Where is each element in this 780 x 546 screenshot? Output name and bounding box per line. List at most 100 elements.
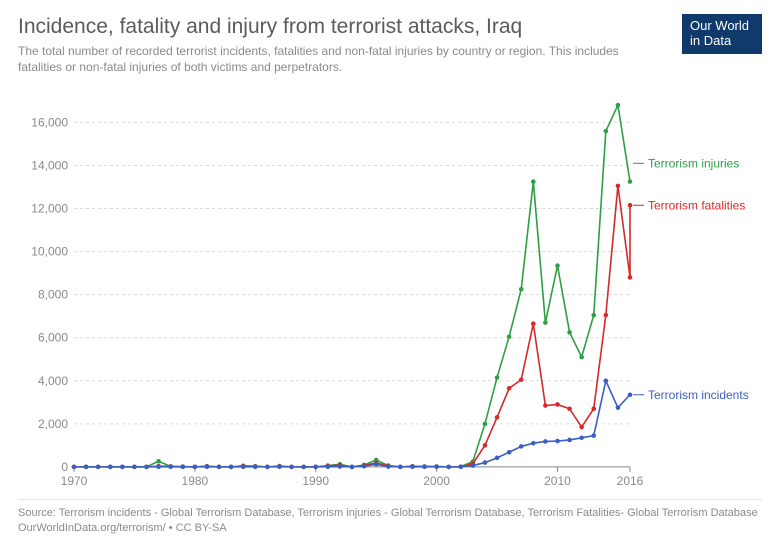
series-point xyxy=(531,321,536,326)
series-point xyxy=(483,443,488,448)
series-point xyxy=(156,464,161,469)
source-text: Source: Terrorism incidents - Global Ter… xyxy=(18,506,762,521)
series-point xyxy=(471,463,476,468)
series-point xyxy=(132,464,137,469)
series-point xyxy=(362,463,367,468)
series-point xyxy=(72,464,77,469)
series-point xyxy=(567,330,572,335)
series-point xyxy=(193,464,198,469)
series-point xyxy=(604,378,609,383)
series-point xyxy=(313,464,318,469)
x-tick-label: 2010 xyxy=(544,473,571,487)
series-point xyxy=(398,464,403,469)
series-point xyxy=(495,455,500,460)
series-point xyxy=(591,406,596,411)
x-tick-label: 1970 xyxy=(61,473,88,487)
series-point xyxy=(422,464,427,469)
series-point xyxy=(386,464,391,469)
series-point xyxy=(531,179,536,184)
series-point xyxy=(531,440,536,445)
series-point xyxy=(241,464,246,469)
series-point xyxy=(253,464,258,469)
series-point xyxy=(628,179,633,184)
series-point xyxy=(265,464,270,469)
series-point xyxy=(628,275,633,280)
x-tick-label: 1980 xyxy=(182,473,209,487)
series-point xyxy=(277,464,282,469)
chart-subtitle: The total number of recorded terrorist i… xyxy=(18,43,638,75)
series-point xyxy=(446,464,451,469)
owid-logo: Our World in Data xyxy=(682,14,762,54)
series-point xyxy=(519,287,524,292)
series-point xyxy=(507,449,512,454)
y-tick-label: 10,000 xyxy=(31,244,68,258)
series-point xyxy=(628,392,633,397)
series-point xyxy=(555,263,560,268)
series-point xyxy=(495,375,500,380)
chart-footer: Source: Terrorism incidents - Global Ter… xyxy=(18,499,762,536)
y-tick-label: 4,000 xyxy=(38,373,68,387)
series-point xyxy=(434,464,439,469)
series-point xyxy=(410,464,415,469)
series-point xyxy=(84,464,89,469)
series-point xyxy=(96,464,101,469)
chart-title: Incidence, fatality and injury from terr… xyxy=(18,14,682,39)
series-line-terrorism-injuries xyxy=(74,105,630,467)
y-tick-label: 2,000 xyxy=(38,416,68,430)
y-tick-label: 0 xyxy=(61,459,68,473)
x-tick-label: 1990 xyxy=(302,473,329,487)
series-point xyxy=(567,437,572,442)
series-label: Terrorism fatalities xyxy=(648,198,745,212)
y-tick-label: 14,000 xyxy=(31,158,68,172)
series-point xyxy=(338,464,343,469)
series-point xyxy=(374,462,379,467)
series-point xyxy=(507,386,512,391)
series-point xyxy=(555,438,560,443)
series-point xyxy=(579,354,584,359)
series-line-terrorism-fatalities xyxy=(74,185,630,466)
y-tick-label: 8,000 xyxy=(38,287,68,301)
chart-plot-area: 02,0004,0006,0008,00010,00012,00014,0001… xyxy=(18,86,762,500)
series-point xyxy=(579,424,584,429)
series-point xyxy=(180,464,185,469)
x-tick-label: 2016 xyxy=(617,473,644,487)
series-point xyxy=(458,464,463,469)
series-point xyxy=(120,464,125,469)
y-tick-label: 12,000 xyxy=(31,201,68,215)
series-point xyxy=(591,312,596,317)
series-point xyxy=(616,183,621,188)
series-point xyxy=(144,464,149,469)
chart-svg: 02,0004,0006,0008,00010,00012,00014,0001… xyxy=(18,86,762,500)
series-point xyxy=(205,464,210,469)
series-point xyxy=(579,435,584,440)
header: Incidence, fatality and injury from terr… xyxy=(18,14,762,76)
series-point xyxy=(483,460,488,465)
license-text: OurWorldInData.org/terrorism/ • CC BY-SA xyxy=(18,521,762,536)
series-point xyxy=(326,464,331,469)
series-point xyxy=(217,464,222,469)
chart-container: Incidence, fatality and injury from terr… xyxy=(0,0,780,546)
series-point xyxy=(301,464,306,469)
series-point xyxy=(628,203,633,208)
series-point xyxy=(543,320,548,325)
series-point xyxy=(604,312,609,317)
logo-line-2: in Data xyxy=(690,34,754,49)
series-point xyxy=(543,439,548,444)
series-point xyxy=(567,406,572,411)
series-point xyxy=(495,415,500,420)
series-point xyxy=(604,128,609,133)
series-point xyxy=(156,459,161,464)
title-block: Incidence, fatality and injury from terr… xyxy=(18,14,682,76)
series-point xyxy=(591,433,596,438)
series-point xyxy=(350,464,355,469)
series-point xyxy=(616,102,621,107)
logo-line-1: Our World xyxy=(690,19,754,34)
series-label: Terrorism incidents xyxy=(648,387,749,401)
series-point xyxy=(507,334,512,339)
series-point xyxy=(168,464,173,469)
series-point xyxy=(616,405,621,410)
x-tick-label: 2000 xyxy=(423,473,450,487)
series-point xyxy=(108,464,113,469)
series-point xyxy=(289,464,294,469)
series-point xyxy=(543,403,548,408)
